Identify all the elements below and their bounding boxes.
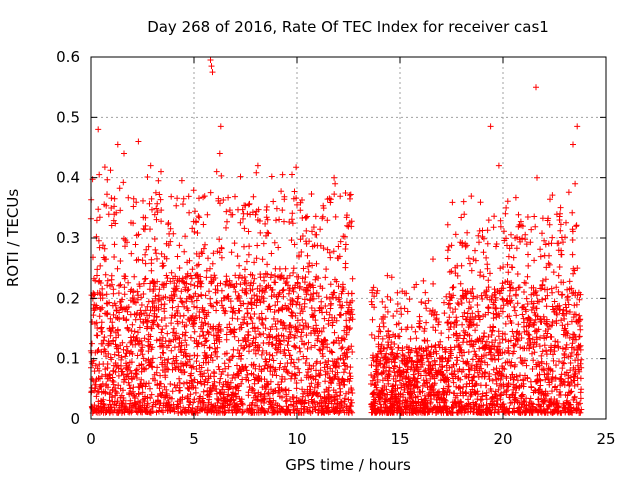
y-tick-label: 0.5 <box>56 108 80 126</box>
y-tick-label: 0.6 <box>56 48 80 66</box>
x-tick-label: 20 <box>493 430 512 448</box>
grid <box>91 57 606 419</box>
y-axis-label: ROTI / TECUs <box>4 189 22 287</box>
x-tick-label: 10 <box>287 430 306 448</box>
chart-title: Day 268 of 2016, Rate Of TEC Index for r… <box>147 18 549 36</box>
tick-labels: 0 5 10 15 20 25 0 0.1 0.2 0.3 0.4 0.5 0.6 <box>56 48 615 448</box>
data-points <box>87 57 585 416</box>
y-tick-label: 0.3 <box>56 229 80 247</box>
y-tick-label: 0.2 <box>56 289 80 307</box>
axis-ticks <box>90 56 607 420</box>
y-tick-label: 0.4 <box>56 169 80 187</box>
x-tick-label: 5 <box>189 430 199 448</box>
x-tick-label: 15 <box>390 430 409 448</box>
y-tick-label: 0.1 <box>56 350 80 368</box>
plot-frame <box>90 56 607 420</box>
roti-series-points <box>87 57 585 416</box>
x-tick-label: 25 <box>596 430 615 448</box>
x-axis-label: GPS time / hours <box>285 456 411 474</box>
x-tick-label: 0 <box>86 430 96 448</box>
y-tick-label: 0 <box>70 410 80 428</box>
